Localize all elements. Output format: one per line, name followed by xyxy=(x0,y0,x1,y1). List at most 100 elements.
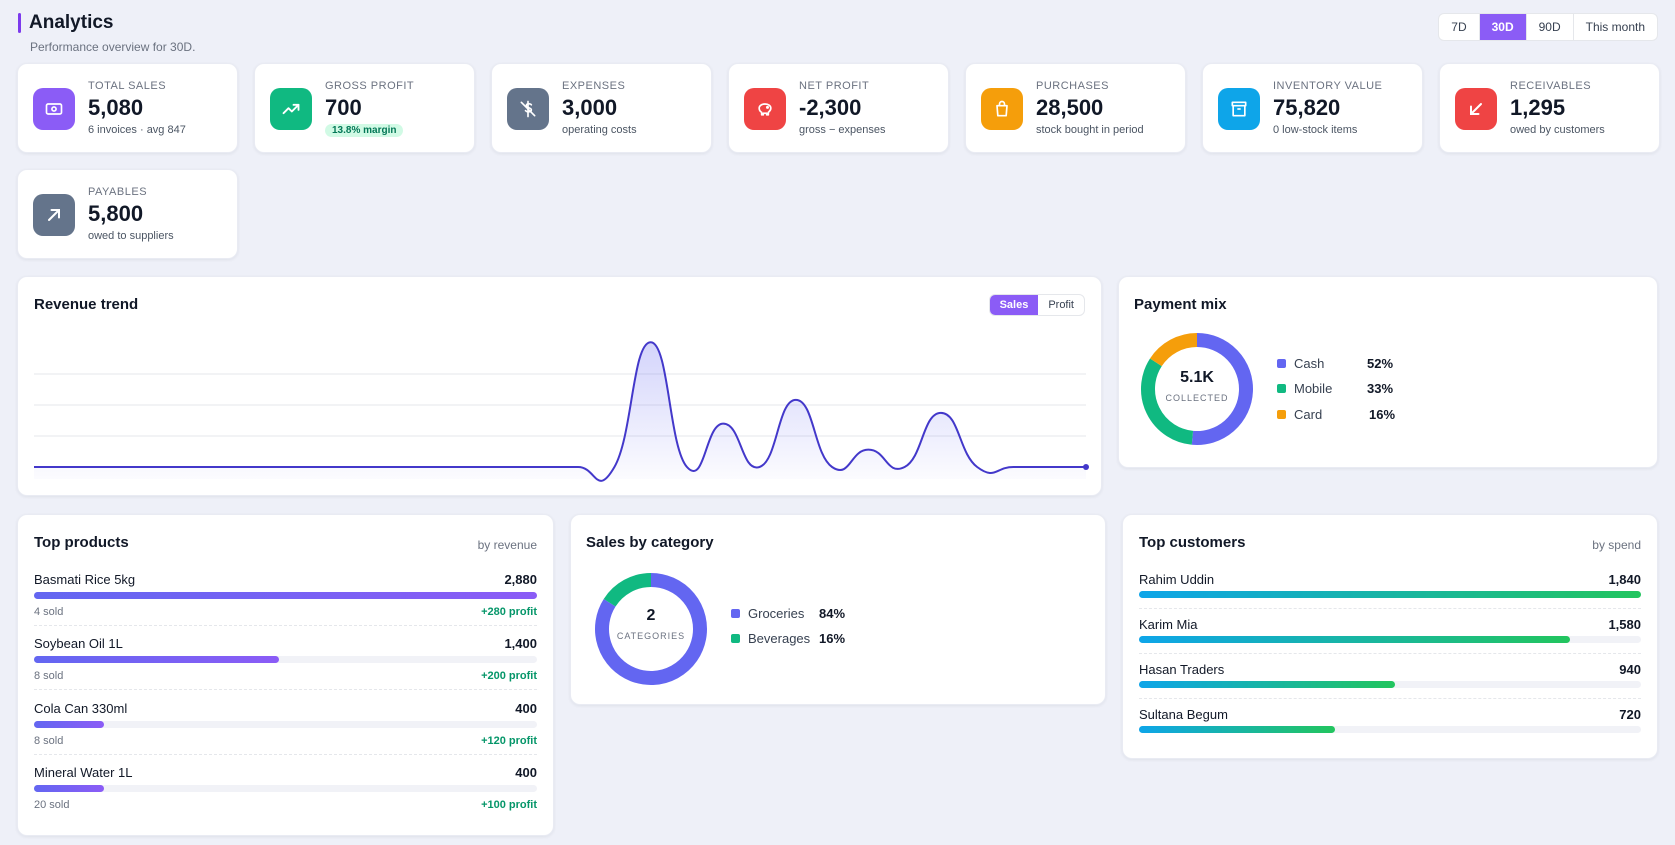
product-bar-track xyxy=(34,785,537,792)
product-bar-fill xyxy=(34,721,104,728)
collected-label: COLLECTED xyxy=(1165,393,1229,403)
product-revenue: 400 xyxy=(515,701,537,716)
customer-row[interactable]: Rahim Uddin 1,840 xyxy=(1139,572,1641,616)
legend-label: Cash xyxy=(1294,356,1325,371)
category-slice-groceries xyxy=(595,573,707,685)
kpi-label: RECEIVABLES xyxy=(1510,80,1592,92)
arrow-down-left-icon xyxy=(1455,88,1497,130)
product-bar-fill xyxy=(34,785,104,792)
customer-bar-track xyxy=(1139,636,1641,643)
collected-value: 5.1K xyxy=(1180,369,1214,386)
kpi-value: 700 xyxy=(325,95,362,120)
revenue-trend-card: Revenue trend Sales Profit xyxy=(17,276,1102,496)
row-divider xyxy=(34,754,537,755)
payment-slice-cash xyxy=(1191,333,1253,445)
payment-donut-center: 5.1K COLLECTED xyxy=(1137,369,1257,403)
customer-name: Hasan Traders xyxy=(1139,662,1225,677)
margin-badge: 13.8% margin xyxy=(325,124,404,137)
kpi-sub: operating costs xyxy=(562,124,637,136)
product-sold: 20 sold xyxy=(34,799,70,811)
product-bar-fill xyxy=(34,592,537,599)
payment-slice-mobile xyxy=(1141,358,1194,445)
product-revenue: 2,880 xyxy=(504,572,537,587)
title-accent-bar xyxy=(18,13,21,33)
customer-row[interactable]: Sultana Begum 720 xyxy=(1139,707,1641,751)
kpi-label: GROSS PROFIT xyxy=(325,80,415,92)
category-slice-beverages xyxy=(603,573,652,607)
product-row[interactable]: Basmati Rice 5kg 2,880 4 sold +280 profi… xyxy=(34,572,537,636)
product-name: Cola Can 330ml xyxy=(34,701,128,716)
legend-label: Mobile xyxy=(1294,381,1333,396)
kpi-label: NET PROFIT xyxy=(799,80,870,92)
product-bar-track xyxy=(34,721,537,728)
kpi-card-gross-profit: GROSS PROFIT 700 13.8% margin xyxy=(254,63,475,153)
legend-label: Card xyxy=(1294,407,1323,422)
kpi-label: TOTAL SALES xyxy=(88,80,167,92)
product-row[interactable]: Mineral Water 1L 400 20 sold +100 profit xyxy=(34,765,537,829)
kpi-value: 3,000 xyxy=(562,95,618,120)
payment-mix-title: Payment mix xyxy=(1134,296,1227,313)
sales-by-category-donut xyxy=(595,573,707,685)
kpi-card-payables: PAYABLES 5,800 owed to suppliers xyxy=(17,169,238,259)
sales-by-category-card: Sales by category 2 CATEGORIES Groceries… xyxy=(570,514,1106,705)
customer-row[interactable]: Karim Mia 1,580 xyxy=(1139,617,1641,661)
product-bar-fill xyxy=(34,656,279,663)
customer-row[interactable]: Hasan Traders 940 xyxy=(1139,662,1641,706)
customer-bar-fill xyxy=(1139,681,1396,688)
kpi-sub: 0 low-stock items xyxy=(1273,124,1358,136)
banknote-icon xyxy=(33,88,75,130)
kpi-card-expenses: EXPENSES 3,000 operating costs xyxy=(491,63,712,153)
top-products-card: Top products by revenue Basmati Rice 5kg… xyxy=(17,514,554,836)
customer-spend: 720 xyxy=(1619,707,1641,722)
kpi-value: 5,800 xyxy=(88,201,144,226)
customer-bar-track xyxy=(1139,591,1641,598)
product-profit: +200 profit xyxy=(481,670,537,682)
page-subtitle: Performance overview for 30D. xyxy=(30,40,196,54)
range-this-month-button[interactable]: This month xyxy=(1585,20,1645,34)
kpi-sub: owed to suppliers xyxy=(88,230,174,242)
customer-bar-fill xyxy=(1139,636,1571,643)
product-name: Basmati Rice 5kg xyxy=(34,572,136,587)
revenue-last-point[interactable] xyxy=(1083,464,1089,470)
legend-label: Beverages xyxy=(748,631,811,646)
top-products-title: Top products xyxy=(34,534,129,551)
kpi-value: 75,820 xyxy=(1273,95,1341,120)
shopping-bag-icon xyxy=(981,88,1023,130)
product-sold: 4 sold xyxy=(34,606,64,618)
legend-cash: Cash xyxy=(1277,356,1324,371)
toggle-sales-button[interactable]: Sales xyxy=(989,295,1039,315)
kpi-sub: 6 invoices · avg 847 xyxy=(88,124,186,136)
legend-percent: 52% xyxy=(1367,356,1394,371)
trending-up-icon xyxy=(270,88,312,130)
range-90d-button[interactable]: 90D xyxy=(1527,14,1574,40)
legend-swatch xyxy=(1277,384,1286,393)
customer-name: Rahim Uddin xyxy=(1139,572,1215,587)
kpi-card-net-profit: NET PROFIT -2,300 gross − expenses xyxy=(728,63,949,153)
product-bar-track xyxy=(34,592,537,599)
customer-name: Sultana Begum xyxy=(1139,707,1228,722)
product-row[interactable]: Cola Can 330ml 400 8 sold +120 profit xyxy=(34,701,537,765)
kpi-value: 28,500 xyxy=(1036,95,1104,120)
revenue-trend-title: Revenue trend xyxy=(34,296,139,313)
range-30d-button[interactable]: 30D xyxy=(1479,14,1527,40)
kpi-card-inventory-value: INVENTORY VALUE 75,820 0 low-stock items xyxy=(1202,63,1423,153)
toggle-profit-button[interactable]: Profit xyxy=(1048,299,1074,311)
category-count-label: CATEGORIES xyxy=(616,631,686,641)
customer-bar-track xyxy=(1139,681,1641,688)
legend-swatch xyxy=(731,609,740,618)
row-divider xyxy=(34,689,537,690)
product-revenue: 400 xyxy=(515,765,537,780)
revenue-trend-chart xyxy=(33,341,1089,482)
product-row[interactable]: Soybean Oil 1L 1,400 8 sold +200 profit xyxy=(34,636,537,700)
legend-swatch xyxy=(1277,410,1286,419)
legend-beverages: Beverages xyxy=(731,631,810,646)
legend-label: Groceries xyxy=(748,606,805,621)
range-7d-button[interactable]: 7D xyxy=(1439,14,1480,40)
customer-spend: 1,580 xyxy=(1608,617,1641,632)
money-off-icon xyxy=(507,88,549,130)
legend-percent: 84% xyxy=(819,606,846,621)
legend-groceries: Groceries xyxy=(731,606,804,621)
row-divider xyxy=(1139,608,1641,609)
date-range-selector: 7D 30D 90D This month xyxy=(1438,13,1658,41)
page-header: Analytics Performance overview for 30D. xyxy=(18,12,195,54)
